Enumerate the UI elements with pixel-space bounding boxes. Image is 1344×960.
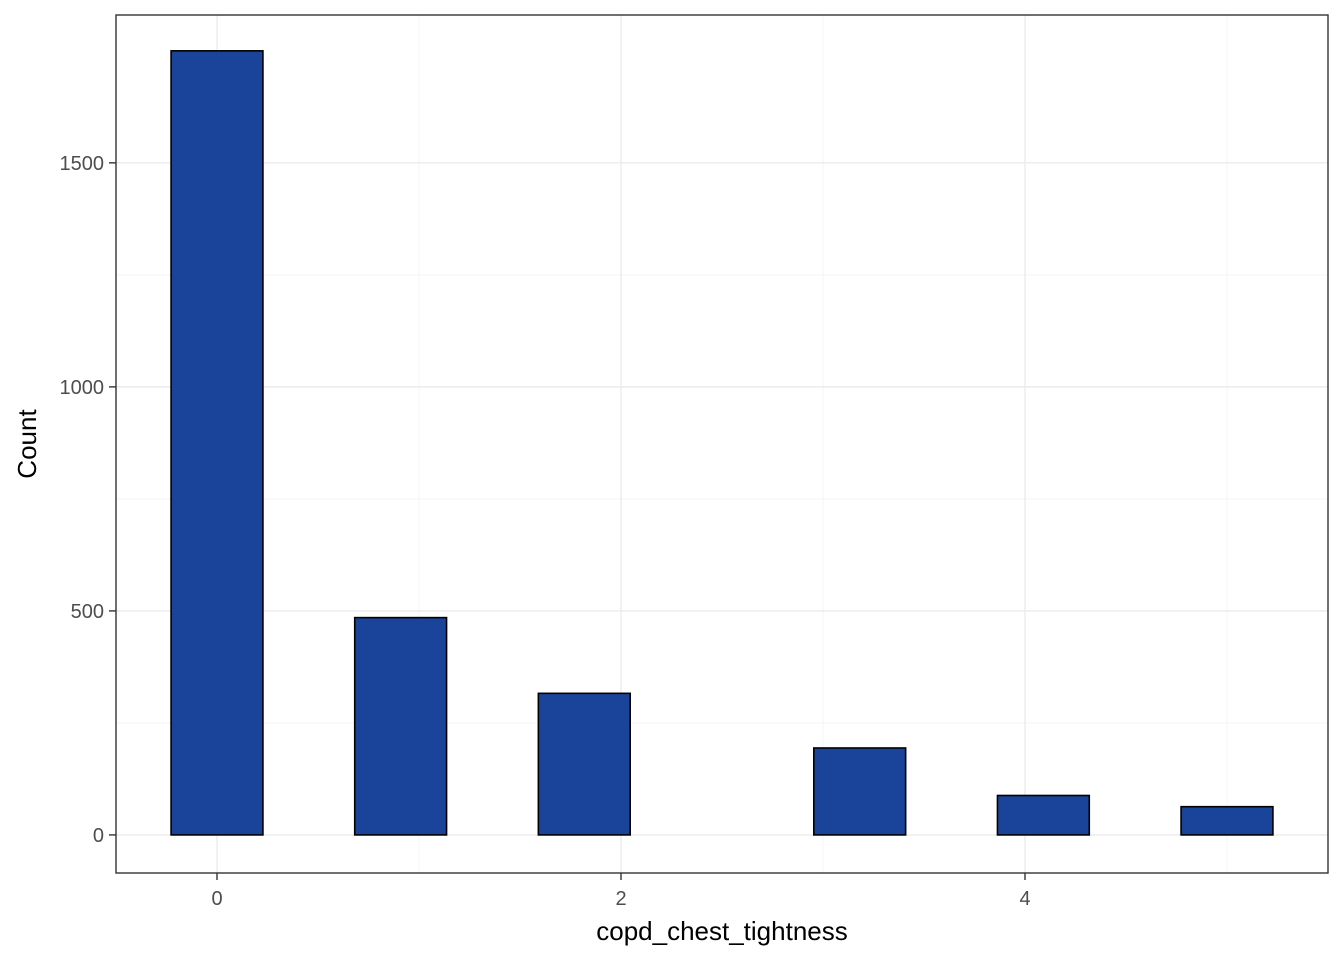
histogram-bar <box>1180 805 1274 836</box>
histogram-bars <box>170 50 1274 836</box>
panel-border <box>115 14 1329 874</box>
x-tick-label: 2 <box>615 888 626 910</box>
x-axis-title: copd_chest_tightness <box>596 916 848 946</box>
histogram-bar <box>996 794 1091 836</box>
y-tick-label: 1500 <box>60 153 105 175</box>
y-axis-title: Count <box>12 409 42 479</box>
grid-major-lines <box>116 15 1328 873</box>
grid-minor-lines <box>116 15 1328 873</box>
histogram-bar <box>170 50 264 836</box>
histogram-bar <box>353 616 448 836</box>
y-tick-label: 500 <box>71 601 104 623</box>
y-axis-ticks: 0 500 1000 1500 <box>60 153 116 847</box>
y-tick-label: 1000 <box>60 377 105 399</box>
x-tick-label: 0 <box>211 888 222 910</box>
histogram-bar <box>813 747 907 836</box>
y-tick-label: 0 <box>93 825 104 847</box>
x-tick-label: 4 <box>1019 888 1030 910</box>
histogram-bar <box>537 692 631 836</box>
x-axis-ticks: 0 2 4 <box>211 873 1031 910</box>
